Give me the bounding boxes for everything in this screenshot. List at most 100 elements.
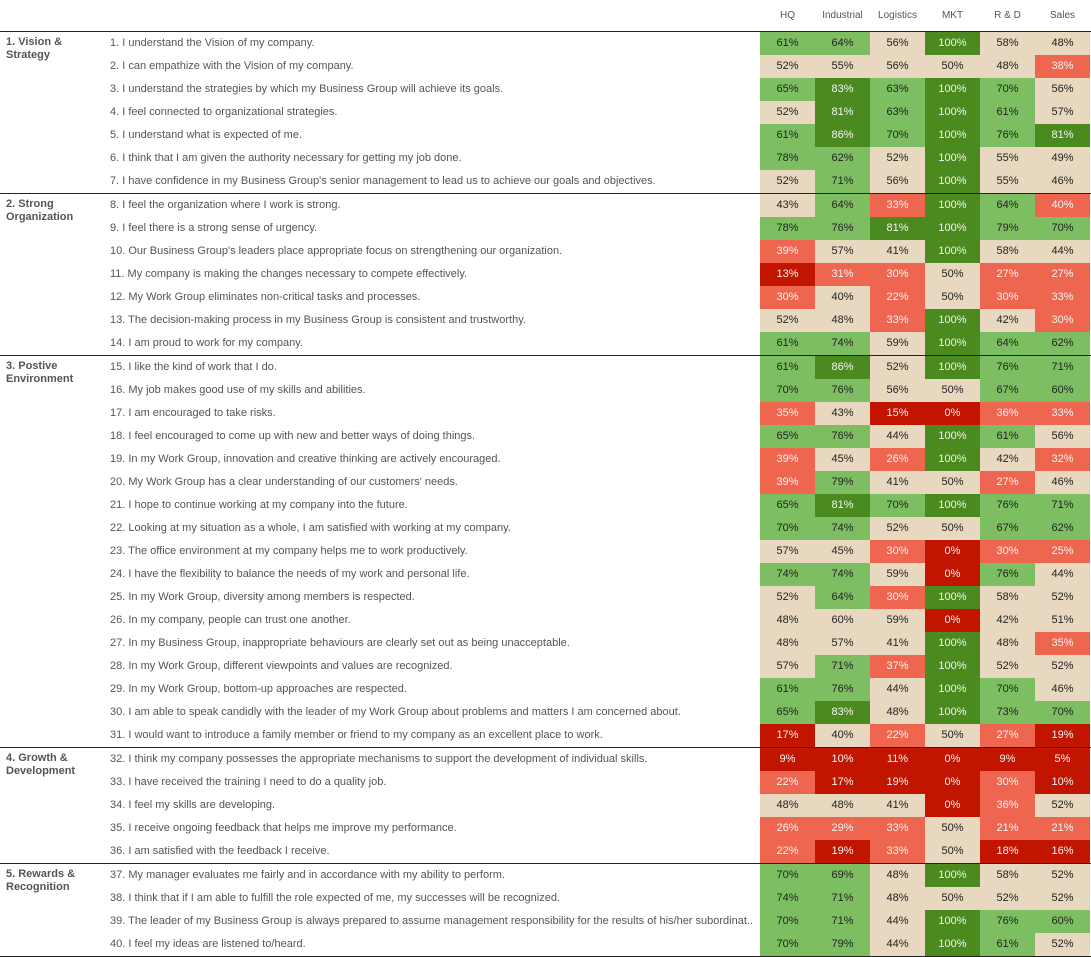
- question-text: 3. I understand the strategies by which …: [110, 83, 504, 95]
- score-cell: 55%: [980, 147, 1035, 170]
- score-cell: 36%: [980, 402, 1035, 425]
- question-text: 24. I have the flexibility to balance th…: [110, 568, 470, 580]
- score-cell: 100%: [925, 124, 980, 147]
- score-cell: 44%: [870, 910, 925, 933]
- score-cell: 52%: [1035, 655, 1090, 678]
- table-row: 38. I think that if I am able to fulfill…: [0, 887, 1091, 910]
- score-cell: 45%: [815, 540, 870, 563]
- score-cell: 19%: [815, 840, 870, 863]
- table-row: 30. I am able to speak candidly with the…: [0, 701, 1091, 724]
- score-cell: 41%: [870, 632, 925, 655]
- score-cell: 48%: [760, 609, 815, 632]
- column-header: Sales: [1049, 10, 1075, 21]
- score-cell: 74%: [815, 517, 870, 540]
- table-row: 6. I think that I am given the authority…: [0, 147, 1091, 170]
- score-cell: 61%: [760, 678, 815, 701]
- score-cell: 52%: [1035, 586, 1090, 609]
- score-cell: 50%: [925, 887, 980, 910]
- score-cell: 76%: [980, 494, 1035, 517]
- question-text: 28. In my Work Group, different viewpoin…: [110, 660, 453, 672]
- score-cell: 48%: [870, 887, 925, 910]
- score-cell: 70%: [760, 379, 815, 402]
- score-cell: 65%: [760, 425, 815, 448]
- score-cell: 15%: [870, 402, 925, 425]
- question-text: 27. In my Business Group, inappropriate …: [110, 637, 570, 649]
- score-cell: 59%: [870, 332, 925, 355]
- score-cell: 61%: [760, 32, 815, 55]
- score-cell: 83%: [815, 701, 870, 724]
- score-cell: 30%: [1035, 309, 1090, 332]
- category-label: 1. Vision & Strategy: [6, 36, 63, 61]
- table-row: 27. In my Business Group, inappropriate …: [0, 632, 1091, 655]
- score-cell: 18%: [980, 840, 1035, 863]
- score-cell: 70%: [760, 910, 815, 933]
- score-cell: 56%: [870, 170, 925, 193]
- score-cell: 61%: [760, 332, 815, 355]
- score-cell: 42%: [980, 448, 1035, 471]
- question-text: 14. I am proud to work for my company.: [110, 337, 303, 349]
- score-cell: 41%: [870, 794, 925, 817]
- score-cell: 0%: [925, 563, 980, 586]
- question-text: 16. My job makes good use of my skills a…: [110, 384, 366, 396]
- score-cell: 33%: [870, 840, 925, 863]
- score-cell: 41%: [870, 471, 925, 494]
- score-cell: 58%: [980, 586, 1035, 609]
- question-text: 29. In my Work Group, bottom-up approach…: [110, 683, 407, 695]
- score-cell: 64%: [980, 332, 1035, 355]
- score-cell: 44%: [1035, 563, 1090, 586]
- table-row: 12. My Work Group eliminates non-critica…: [0, 286, 1091, 309]
- question-text: 26. In my company, people can trust one …: [110, 614, 351, 626]
- score-cell: 37%: [870, 655, 925, 678]
- score-cell: 76%: [980, 563, 1035, 586]
- score-cell: 81%: [1035, 124, 1090, 147]
- score-cell: 50%: [925, 55, 980, 78]
- score-cell: 33%: [1035, 402, 1090, 425]
- score-cell: 81%: [870, 217, 925, 240]
- score-cell: 26%: [870, 448, 925, 471]
- score-cell: 46%: [1035, 678, 1090, 701]
- score-cell: 60%: [1035, 379, 1090, 402]
- score-cell: 52%: [760, 101, 815, 124]
- score-cell: 31%: [815, 263, 870, 286]
- score-cell: 56%: [870, 379, 925, 402]
- score-cell: 33%: [1035, 286, 1090, 309]
- score-cell: 52%: [870, 517, 925, 540]
- score-cell: 30%: [870, 263, 925, 286]
- score-cell: 70%: [760, 864, 815, 887]
- table-row: 11. My company is making the changes nec…: [0, 263, 1091, 286]
- table-row: 35. I receive ongoing feedback that help…: [0, 817, 1091, 840]
- table-row: 31. I would want to introduce a family m…: [0, 724, 1091, 747]
- score-cell: 33%: [870, 817, 925, 840]
- score-cell: 65%: [760, 701, 815, 724]
- score-cell: 62%: [815, 147, 870, 170]
- question-text: 22. Looking at my situation as a whole, …: [110, 522, 511, 534]
- score-cell: 16%: [1035, 840, 1090, 863]
- score-cell: 35%: [760, 402, 815, 425]
- question-text: 9. I feel there is a strong sense of urg…: [110, 222, 318, 234]
- score-cell: 45%: [815, 448, 870, 471]
- score-cell: 100%: [925, 170, 980, 193]
- question-text: 32. I think my company possesses the app…: [110, 753, 648, 765]
- score-cell: 19%: [870, 771, 925, 794]
- score-cell: 52%: [1035, 864, 1090, 887]
- score-cell: 76%: [815, 217, 870, 240]
- score-cell: 52%: [760, 55, 815, 78]
- score-cell: 65%: [760, 78, 815, 101]
- score-cell: 61%: [760, 356, 815, 379]
- score-cell: 41%: [870, 240, 925, 263]
- score-cell: 64%: [815, 194, 870, 217]
- table-row: 29. In my Work Group, bottom-up approach…: [0, 678, 1091, 701]
- score-cell: 30%: [980, 540, 1035, 563]
- score-cell: 67%: [980, 379, 1035, 402]
- score-cell: 50%: [925, 817, 980, 840]
- score-cell: 61%: [980, 933, 1035, 956]
- score-cell: 22%: [870, 286, 925, 309]
- question-text: 19. In my Work Group, innovation and cre…: [110, 453, 501, 465]
- score-cell: 61%: [980, 425, 1035, 448]
- score-cell: 48%: [760, 794, 815, 817]
- question-text: 10. Our Business Group's leaders place a…: [110, 245, 563, 257]
- table-row: 26. In my company, people can trust one …: [0, 609, 1091, 632]
- score-cell: 71%: [815, 910, 870, 933]
- score-cell: 62%: [1035, 332, 1090, 355]
- score-cell: 59%: [870, 563, 925, 586]
